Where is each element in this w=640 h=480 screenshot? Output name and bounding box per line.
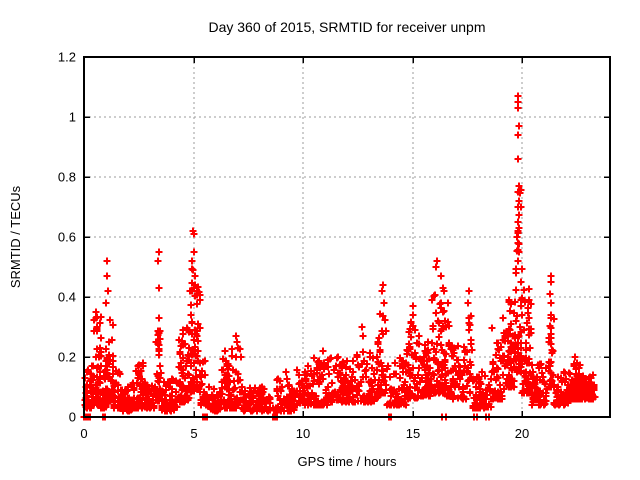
y-tick-label: 0 (69, 410, 76, 425)
y-tick-label: 1.2 (58, 50, 76, 65)
y-tick-label: 0.4 (58, 290, 76, 305)
y-tick-label: 1 (69, 110, 76, 125)
x-tick-label: 5 (190, 426, 197, 441)
x-tick-label: 0 (80, 426, 87, 441)
y-tick-label: 0.2 (58, 350, 76, 365)
y-tick-label: 0.8 (58, 170, 76, 185)
y-axis-label: SRMTID / TECUs (8, 185, 23, 288)
x-tick-label: 15 (406, 426, 420, 441)
x-tick-label: 10 (296, 426, 310, 441)
axes (83, 56, 611, 418)
chart-title: Day 360 of 2015, SRMTID for receiver unp… (208, 19, 485, 35)
y-tick-label: 0.6 (58, 230, 76, 245)
x-tick-label: 20 (515, 426, 529, 441)
x-axis-label: GPS time / hours (298, 454, 397, 469)
tick-labels: 0 5 10 15 20 0 0.2 0.4 0.6 0.8 1 1.2 (58, 50, 529, 442)
series-srmtid-markers (80, 92, 599, 421)
data-points (80, 92, 599, 421)
